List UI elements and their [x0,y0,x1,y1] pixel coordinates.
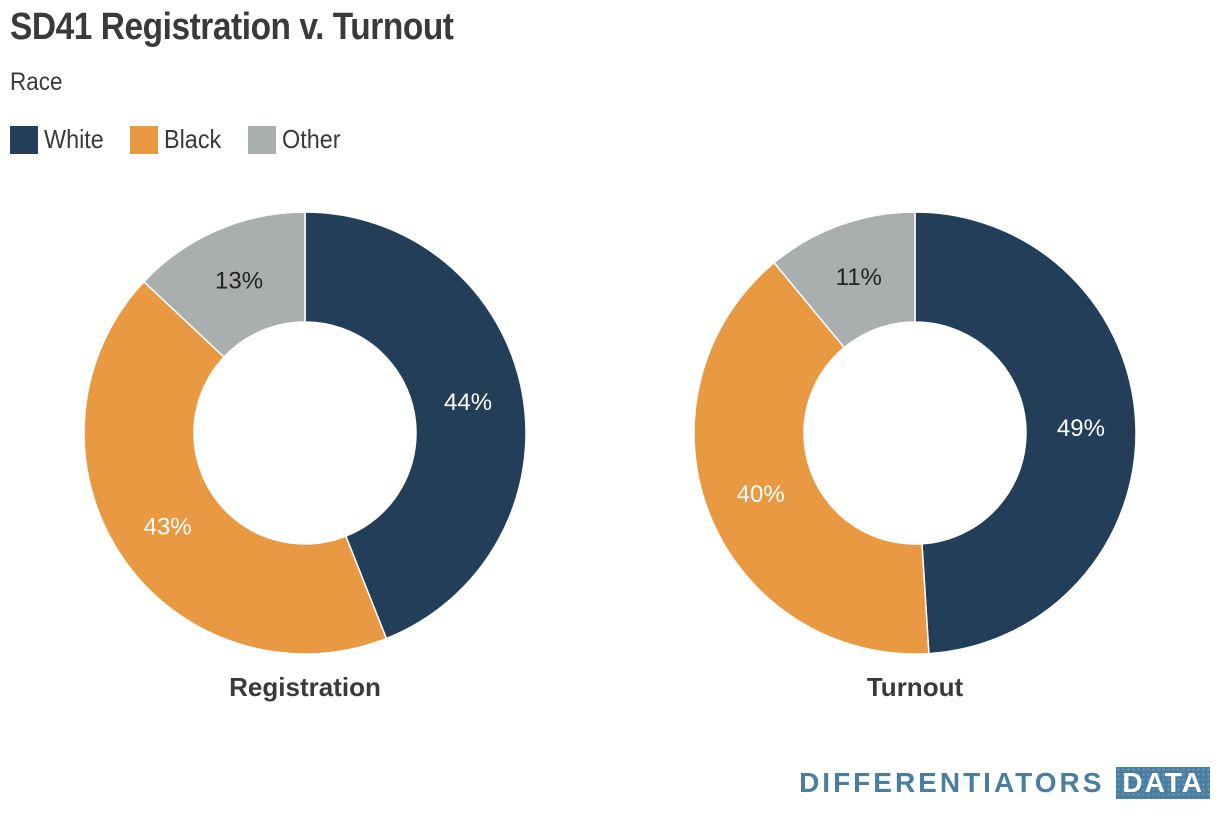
legend-label-white: White [44,124,104,154]
legend: White Black Other [10,124,367,155]
legend-item-black: Black [130,124,228,155]
legend-label-other: Other [282,124,341,154]
legend-label-black: Black [164,124,222,154]
slice-registration-black [83,280,388,655]
slice-label-registration-black: 43% [144,513,192,540]
chart-label-registration: Registration [229,672,381,702]
legend-swatch-other [248,125,277,154]
chart-label-turnout: Turnout [867,672,964,702]
brand-box: DATA [1116,767,1210,799]
legend-swatch-white [10,125,38,154]
brand-word: DIFFERENTIATORS [799,767,1105,798]
slice-label-registration-other: 13% [215,268,263,295]
slice-label-turnout-black: 40% [737,481,785,508]
slice-turnout-other [773,211,916,349]
chart-title: SD41 Registration v. Turnout [10,6,454,48]
slice-label-turnout-other: 11% [836,264,882,291]
chart-subtitle: Race [10,68,63,96]
slice-registration-white [304,211,527,640]
legend-swatch-black [130,125,159,154]
legend-item-white: White [10,124,110,155]
slice-label-turnout-white: 49% [1057,415,1105,442]
brand-logo: DIFFERENTIATORS DATA [799,767,1210,799]
slice-turnout-black [693,261,930,655]
legend-item-other: Other [248,124,347,155]
slice-registration-other [142,211,306,359]
slice-turnout-white [914,211,1137,655]
slice-label-registration-white: 44% [444,389,492,416]
